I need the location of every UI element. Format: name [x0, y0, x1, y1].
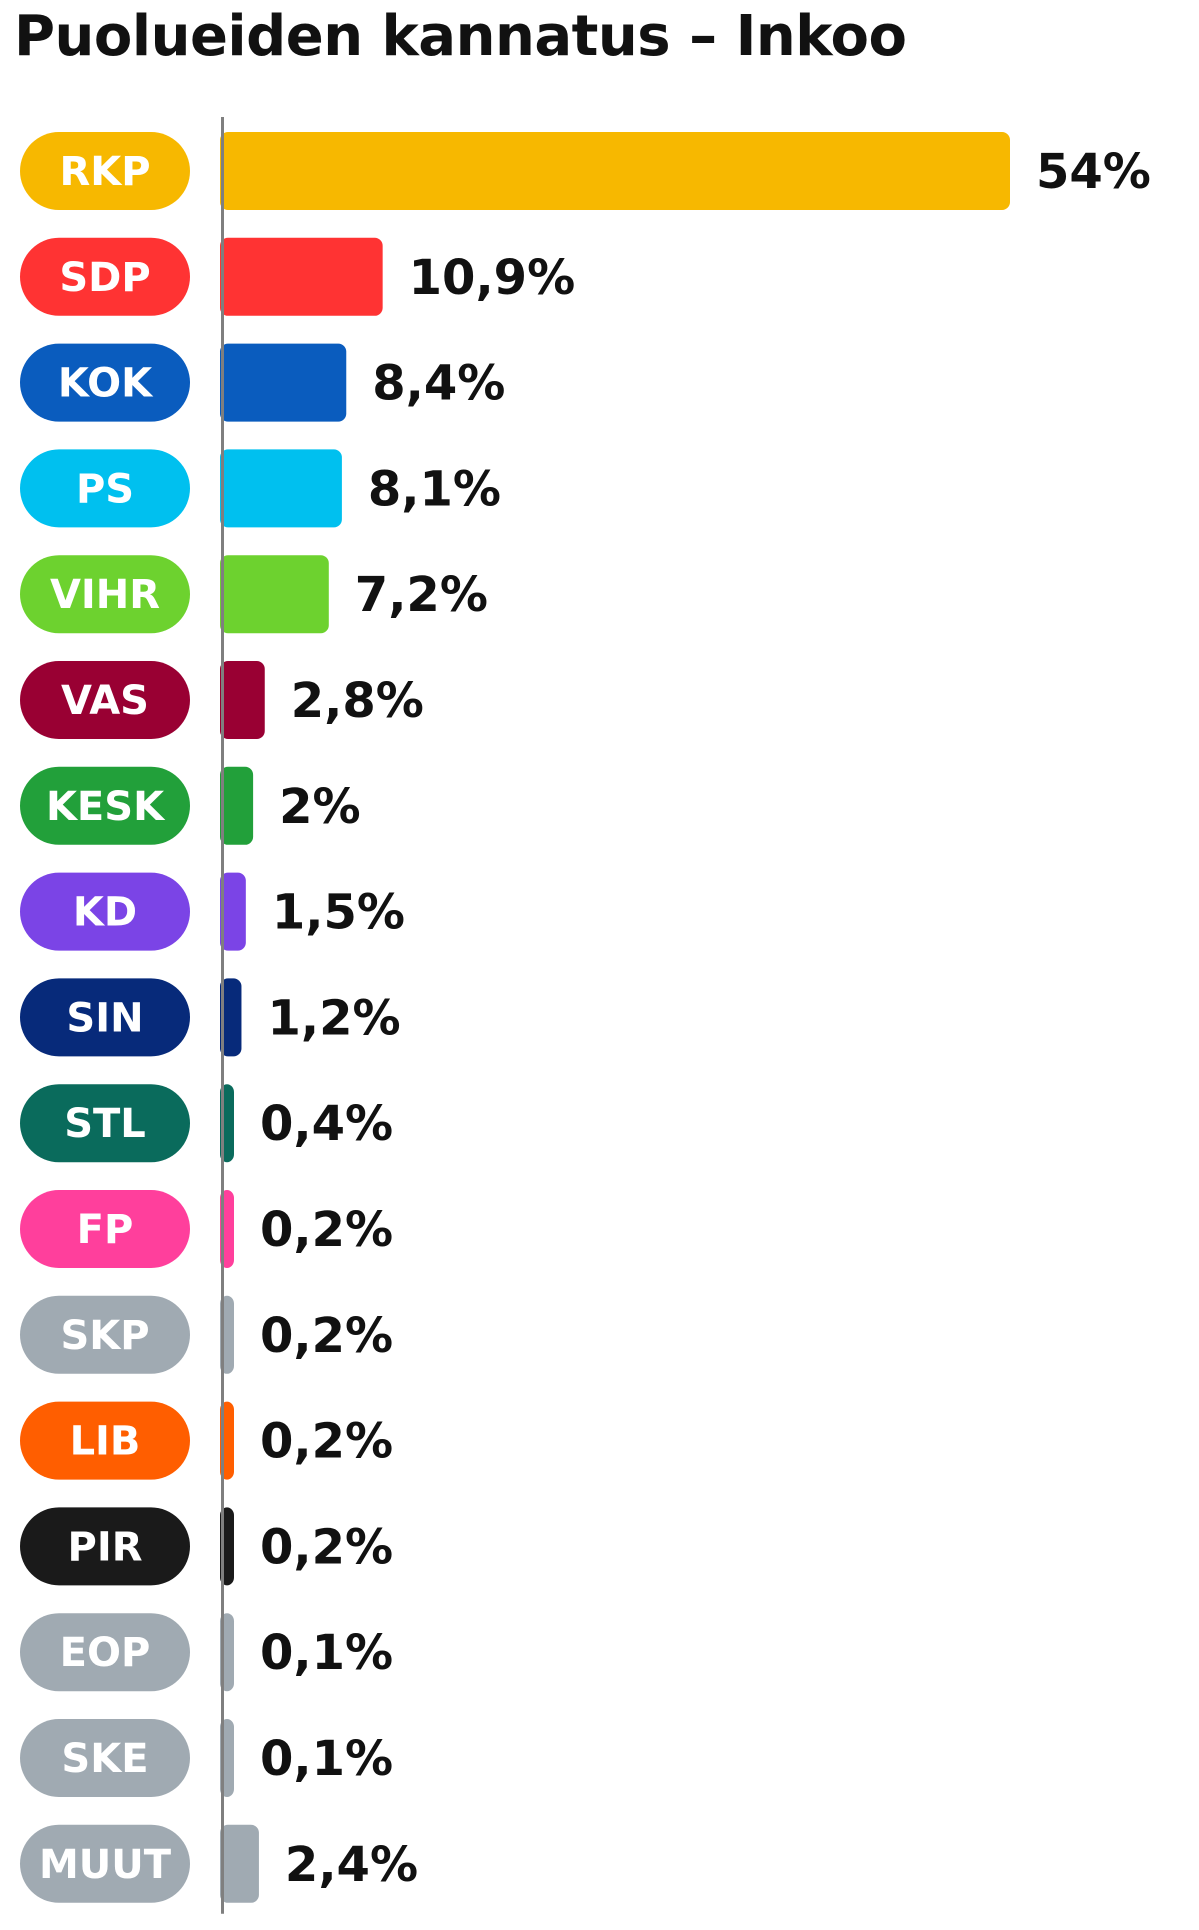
value-label-kd: 1,5% — [272, 885, 405, 941]
party-pill-vas — [20, 661, 190, 739]
party-label-ps: PS — [76, 466, 134, 512]
party-pill-vihr — [20, 555, 190, 634]
value-label-sin: 1,2% — [267, 990, 400, 1046]
party-pill-ps — [20, 449, 190, 528]
bar-kd — [220, 872, 246, 951]
bar-vas — [220, 661, 265, 739]
value-label-kesk: 2% — [279, 779, 361, 835]
party-pill-rkp — [20, 132, 190, 210]
bar-sdp — [220, 237, 383, 316]
bar-ps — [220, 449, 342, 528]
party-label-fp: FP — [77, 1207, 134, 1253]
value-label-lib: 0,2% — [260, 1414, 393, 1470]
party-pill-pir — [20, 1507, 190, 1586]
party-pill-kd — [20, 872, 190, 951]
party-pill-sdp — [20, 237, 190, 316]
party-label-lib: LIB — [70, 1419, 141, 1465]
party-label-vihr: VIHR — [50, 572, 160, 618]
chart-title: Puolueiden kannatus – Inkoo — [14, 4, 907, 69]
value-label-fp: 0,2% — [260, 1202, 393, 1258]
value-label-vihr: 7,2% — [355, 567, 488, 623]
party-label-sin: SIN — [66, 995, 143, 1041]
party-label-eop: EOP — [60, 1630, 151, 1676]
value-label-pir: 0,2% — [260, 1519, 393, 1575]
party-label-stl: STL — [64, 1101, 146, 1147]
value-label-stl: 0,4% — [260, 1096, 393, 1152]
party-pill-ske — [20, 1719, 190, 1797]
value-label-rkp: 54% — [1036, 144, 1151, 200]
party-pill-skp — [20, 1295, 190, 1374]
party-pill-kok — [20, 343, 190, 422]
bar-muut — [220, 1824, 259, 1903]
party-label-kd: KD — [73, 890, 137, 936]
party-label-sdp: SDP — [59, 255, 150, 301]
party-pill-lib — [20, 1401, 190, 1480]
party-label-kesk: KESK — [46, 784, 166, 830]
party-pill-kesk — [20, 766, 190, 845]
party-label-kok: KOK — [58, 361, 154, 407]
bar-kesk — [220, 766, 254, 845]
party-label-muut: MUUT — [39, 1842, 172, 1888]
party-pill-muut — [20, 1824, 190, 1903]
party-pill-fp — [20, 1190, 190, 1268]
party-label-skp: SKP — [60, 1313, 149, 1359]
value-label-kok: 8,4% — [372, 356, 505, 412]
value-label-ps: 8,1% — [368, 461, 501, 517]
value-label-skp: 0,2% — [260, 1308, 393, 1364]
party-pill-sin — [20, 978, 190, 1057]
party-label-pir: PIR — [68, 1524, 143, 1570]
bar-sin — [220, 978, 242, 1057]
value-label-ske: 0,1% — [260, 1731, 393, 1787]
party-pill-eop — [20, 1613, 190, 1692]
bar-vihr — [220, 555, 329, 634]
value-label-sdp: 10,9% — [409, 250, 576, 306]
party-label-vas: VAS — [61, 678, 149, 724]
bar-kok — [220, 343, 347, 422]
value-label-muut: 2,4% — [285, 1837, 418, 1893]
party-pill-stl — [20, 1084, 190, 1163]
party-label-ske: SKE — [61, 1736, 148, 1782]
value-label-vas: 2,8% — [291, 673, 424, 729]
party-label-rkp: RKP — [59, 149, 150, 195]
value-label-eop: 0,1% — [260, 1625, 393, 1681]
bar-rkp — [220, 132, 1010, 210]
